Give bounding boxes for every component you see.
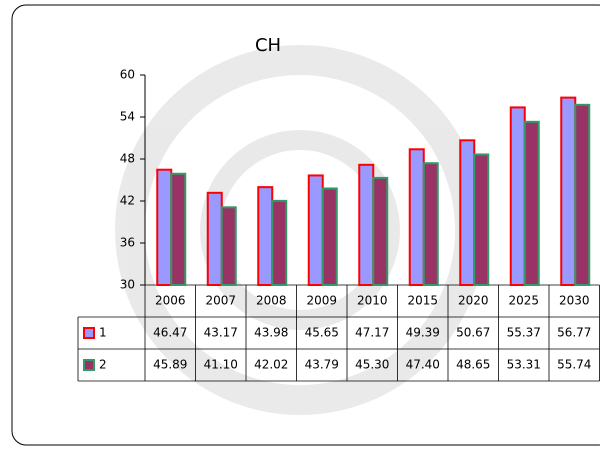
bar xyxy=(258,187,272,285)
table-value: 46.47 xyxy=(153,326,187,340)
table-value: 50.67 xyxy=(456,326,490,340)
bar xyxy=(410,149,424,285)
table-value: 47.17 xyxy=(355,326,389,340)
table-value: 41.10 xyxy=(204,358,238,372)
legend-label: 1 xyxy=(99,326,107,340)
bar xyxy=(525,122,539,285)
x-tick-label: 2007 xyxy=(205,294,236,308)
bar xyxy=(373,178,387,285)
table-value: 45.89 xyxy=(153,358,187,372)
legend-key xyxy=(84,360,94,370)
table-value: 43.17 xyxy=(204,326,238,340)
bar xyxy=(309,175,323,285)
bar xyxy=(460,140,474,285)
table-value: 55.37 xyxy=(507,326,541,340)
bar xyxy=(171,174,185,285)
table-value: 43.79 xyxy=(305,358,339,372)
chart: CH 30 36 42 48 54 60 2006 46.47 45.89 2007 43.17 41… xyxy=(0,0,600,452)
table-value: 53.31 xyxy=(507,358,541,372)
x-tick-label: 2009 xyxy=(306,294,337,308)
table-value: 45.30 xyxy=(355,358,389,372)
y-tick-label: 30 xyxy=(120,278,135,292)
bar xyxy=(561,98,575,285)
x-tick-label: 2025 xyxy=(508,294,539,308)
y-tick-label: 42 xyxy=(120,194,135,208)
x-tick-label: 2030 xyxy=(559,294,590,308)
y-tick-label: 36 xyxy=(120,236,135,250)
y-tick-label: 48 xyxy=(120,152,135,166)
bar xyxy=(157,170,171,285)
bar xyxy=(474,154,488,285)
table-value: 47.40 xyxy=(406,358,440,372)
table-value: 42.02 xyxy=(254,358,288,372)
legend-key xyxy=(84,328,94,338)
bar xyxy=(272,201,286,285)
bar xyxy=(208,193,222,285)
bar xyxy=(359,165,373,285)
chart-title: CH xyxy=(255,35,281,56)
table-value: 43.98 xyxy=(254,326,288,340)
x-tick-label: 2006 xyxy=(155,294,186,308)
y-tick-label: 60 xyxy=(120,68,135,82)
bar xyxy=(575,105,589,285)
bar xyxy=(511,107,525,285)
table-value: 45.65 xyxy=(305,326,339,340)
table-value: 48.65 xyxy=(456,358,490,372)
x-tick-label: 2015 xyxy=(407,294,438,308)
table-value: 49.39 xyxy=(406,326,440,340)
table-value: 55.74 xyxy=(557,358,591,372)
bar xyxy=(323,188,337,285)
x-tick-label: 2010 xyxy=(357,294,388,308)
x-tick-label: 2020 xyxy=(458,294,489,308)
bar xyxy=(222,207,236,285)
bar xyxy=(424,163,438,285)
legend-label: 2 xyxy=(99,358,107,372)
y-tick-label: 54 xyxy=(120,110,135,124)
x-tick-label: 2008 xyxy=(256,294,287,308)
table-value: 56.77 xyxy=(557,326,591,340)
